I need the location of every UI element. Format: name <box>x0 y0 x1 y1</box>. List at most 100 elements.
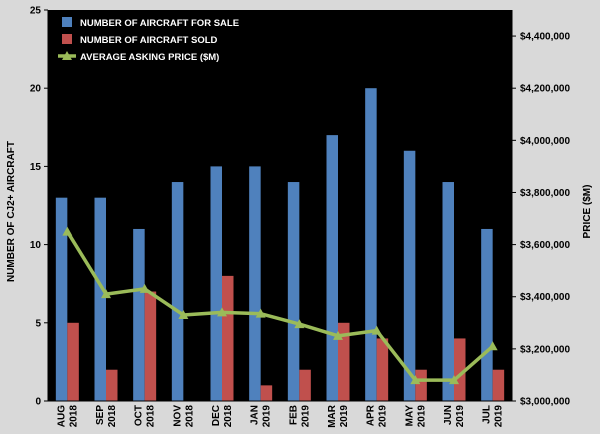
y-axis-left-tick-label: 0 <box>35 397 41 408</box>
legend-label-sold: NUMBER OF AIRCRAFT SOLD <box>80 35 218 46</box>
x-axis-tick-year: 2018 <box>223 405 234 428</box>
x-axis-tick-month: MAR <box>327 404 338 428</box>
x-axis-tick-label: JUN2019 <box>443 405 466 428</box>
x-axis-tick-label: AUG2018 <box>56 405 79 428</box>
plot-area <box>48 10 512 401</box>
bar-for-sale <box>133 228 145 401</box>
y-axis-right-tick-label: $3,600,000 <box>520 240 570 251</box>
price-point <box>139 283 150 293</box>
x-axis-tick-month: JAN <box>250 405 261 425</box>
x-axis-tick-year: 2018 <box>68 405 79 428</box>
legend-label-price: AVERAGE ASKING PRICE ($M) <box>80 52 219 63</box>
x-axis-tick-month: AUG <box>56 405 67 427</box>
y-axis-left-tick-label: 25 <box>30 6 42 17</box>
price-point <box>487 341 498 351</box>
bar-for-sale <box>249 166 261 401</box>
bar-sold <box>338 322 350 401</box>
bar-for-sale <box>287 182 300 401</box>
y-axis-right-tick-label: $4,000,000 <box>520 136 570 147</box>
price-point <box>255 308 266 318</box>
bar-for-sale <box>210 166 222 401</box>
y-axis-left-tick-label: 15 <box>30 162 42 173</box>
x-axis-tick-year: 2018 <box>107 405 118 428</box>
x-axis-tick-label: FEB2019 <box>288 405 311 428</box>
x-axis-tick-year: 2019 <box>300 405 311 428</box>
bar-for-sale <box>326 135 338 401</box>
bar-for-sale <box>171 182 184 401</box>
bar-sold <box>492 369 505 401</box>
x-axis-tick-label: APR2019 <box>366 404 389 427</box>
price-point <box>410 375 421 385</box>
legend-marker-price <box>62 51 72 60</box>
legend-item-price: AVERAGE ASKING PRICE ($M) <box>58 51 219 63</box>
x-axis-tick-year: 2019 <box>262 405 273 428</box>
y-axis-right-title: PRICE ($M) <box>582 185 593 239</box>
x-axis-tick-label: JAN2019 <box>250 405 273 428</box>
x-axis-tick-month: APR <box>366 404 377 426</box>
y-axis-left-title: NUMBER OF CJ2+ AIRCRAFT <box>6 141 17 282</box>
x-axis-tick-month: MAY <box>404 405 415 427</box>
x-axis-tick-year: 2018 <box>184 405 195 428</box>
bar-sold <box>144 291 157 401</box>
y-axis-left-tick-label: 5 <box>35 318 41 329</box>
bar-sold <box>222 275 234 401</box>
bar-sold <box>376 338 389 401</box>
x-axis-tick-label: NOV2018 <box>172 405 195 428</box>
x-axis-tick-month: JUL <box>482 405 493 424</box>
price-point <box>371 325 382 335</box>
bar-for-sale <box>403 150 416 401</box>
y-axis-right-tick-label: $4,200,000 <box>520 84 570 95</box>
bar-for-sale <box>55 197 68 401</box>
x-axis-tick-month: SEP <box>95 405 106 425</box>
price-point <box>101 289 111 299</box>
bar-sold <box>415 369 427 401</box>
y-axis-right-tick-label: $3,400,000 <box>520 292 570 303</box>
x-axis-tick-month: FEB <box>288 405 299 425</box>
x-axis-tick-year: 2019 <box>455 405 466 428</box>
x-axis-tick-label: MAY2019 <box>404 405 427 428</box>
bar-for-sale <box>442 182 454 401</box>
x-axis-tick-label: JUL2019 <box>482 405 505 428</box>
y-axis-right-tick-label: $4,400,000 <box>520 32 570 43</box>
price-point <box>449 375 459 385</box>
x-axis-tick-year: 2019 <box>494 405 505 428</box>
x-axis-tick-year: 2019 <box>416 405 427 428</box>
x-axis-tick-label: OCT2018 <box>134 405 157 428</box>
y-axis-left-tick-label: 10 <box>30 240 42 251</box>
price-point <box>294 319 305 329</box>
price-point <box>178 309 189 319</box>
legend-label-for-sale: NUMBER OF AIRCRAFT FOR SALE <box>80 18 239 29</box>
y-axis-left-tick-label: 20 <box>30 84 42 95</box>
legend-item-sold: NUMBER OF AIRCRAFT SOLD <box>62 34 218 46</box>
y-axis-right-tick-label: $3,000,000 <box>520 397 570 408</box>
x-axis-tick-year: 2018 <box>146 405 157 428</box>
x-axis-tick-year: 2019 <box>378 405 389 428</box>
legend: NUMBER OF AIRCRAFT FOR SALE NUMBER OF AI… <box>58 17 239 63</box>
bar-for-sale <box>365 88 377 401</box>
price-point <box>217 307 227 317</box>
bar-sold <box>299 369 311 401</box>
x-axis-tick-label: SEP2018 <box>95 405 118 428</box>
y-axis-right-tick-label: $3,800,000 <box>520 188 570 199</box>
x-axis-tick-month: NOV <box>172 405 183 427</box>
x-axis-tick-label: MAR2019 <box>327 404 350 428</box>
y-axis-right-tick-label: $3,200,000 <box>520 344 570 355</box>
x-axis-tick-month: DEC <box>211 405 222 426</box>
legend-swatch-for-sale <box>62 17 72 27</box>
legend-item-for-sale: NUMBER OF AIRCRAFT FOR SALE <box>62 17 239 29</box>
price-point <box>333 330 343 340</box>
x-axis-tick-year: 2019 <box>339 405 350 428</box>
bar-sold <box>454 338 466 401</box>
bar-for-sale <box>481 228 493 401</box>
x-axis-tick-month: OCT <box>134 405 145 426</box>
x-axis-tick-label: DEC2018 <box>211 405 234 428</box>
bar-sold <box>67 322 79 401</box>
x-axis-tick-month: JUN <box>443 405 454 425</box>
bar-sold <box>260 385 273 401</box>
price-line <box>65 230 494 382</box>
bar-sold <box>106 369 118 401</box>
legend-swatch-sold <box>62 34 72 44</box>
bar-for-sale <box>94 197 106 401</box>
